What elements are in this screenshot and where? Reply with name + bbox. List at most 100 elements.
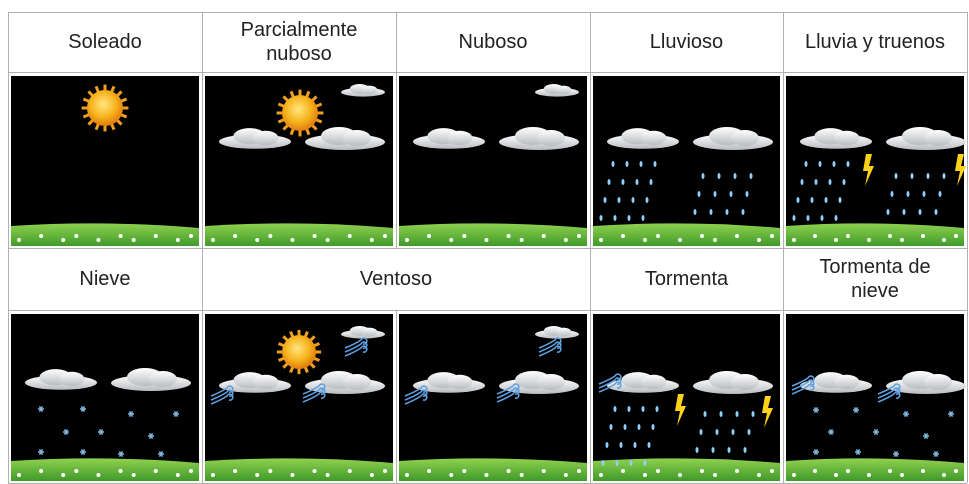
flower [713,238,717,242]
sun [282,95,318,131]
snowflake [158,451,164,457]
flower [541,234,546,238]
snowflake [98,429,104,435]
flower [643,238,647,242]
flower [462,234,467,238]
snowflake [118,451,124,457]
flower [700,469,704,473]
cloud [886,127,966,150]
cloud-part [253,130,279,146]
rain-drop [643,460,647,466]
flower [541,469,546,473]
header-cell: Parcialmente nuboso [240,19,358,65]
flower [290,238,295,242]
flower [449,238,454,242]
cloud-part [361,85,378,95]
rain-drop [693,209,697,215]
rain-drop [703,411,707,417]
rain-drop [743,447,747,453]
grass [205,458,393,481]
rain-drop [942,173,946,179]
flower [942,238,946,242]
wind [496,391,520,403]
weather-image [205,314,393,481]
cloud-part [361,327,378,337]
cloud-part [834,130,860,146]
flower [900,238,904,242]
flower [189,234,193,238]
flower [17,238,21,242]
rain-drop [820,215,824,221]
rain-drop [818,161,822,167]
snowflake [923,433,929,439]
rain-drop [838,197,842,203]
flower [834,238,838,242]
rain-drop [749,173,753,179]
cloud [535,325,579,339]
flower [153,469,158,473]
cloud [800,128,872,149]
cloud-part [555,85,572,95]
rain-drop [890,191,894,197]
flower [656,469,660,473]
weather-image [399,314,587,481]
rain-drop [625,161,629,167]
flower [427,234,432,238]
flower [17,473,21,477]
flower [577,234,581,238]
flower [369,473,374,477]
flower [834,473,838,477]
wind [404,393,428,405]
cloud-part [731,374,759,390]
flower [74,469,79,473]
flower [268,469,273,473]
cloud [413,372,485,393]
rain-drop [832,161,836,167]
rain-drop [645,197,649,203]
flower [942,473,946,477]
rain-drop [627,215,631,221]
lightning [955,154,966,186]
cloud [693,127,773,150]
weather-image [11,76,199,246]
rain-drop [814,179,818,185]
rain-drop [613,215,617,221]
flower [383,469,387,473]
grass [786,458,964,481]
flower [700,234,704,238]
snowflake [80,449,86,455]
snowflake [828,429,834,435]
flower [954,469,958,473]
snowflake [873,429,879,435]
rain-drop [623,424,627,430]
flower [770,469,774,473]
rain-drop [701,173,705,179]
rain-drop [922,191,926,197]
flower [713,473,717,477]
flower [312,234,317,238]
rain-drop [741,209,745,215]
header-cell: Lluvia y truenos [804,31,946,53]
grass [205,223,393,246]
cloud-part [447,374,473,390]
rain-drop [745,191,749,197]
flower [211,473,215,477]
flower [846,469,850,473]
header-cell: Nuboso [458,31,528,53]
flower [888,469,892,473]
flower [563,473,568,477]
cloud [607,128,679,149]
weather-image [205,76,393,246]
flower [621,234,625,238]
flower [867,238,871,242]
flower [563,238,568,242]
rain-drop [621,179,625,185]
rain-drop [719,411,723,417]
lightning [675,394,686,426]
rain-drop [649,179,653,185]
flower [921,234,925,238]
rain-drop [635,179,639,185]
rain-drop [800,179,804,185]
weather-image [786,314,966,481]
rain-drop [607,179,611,185]
